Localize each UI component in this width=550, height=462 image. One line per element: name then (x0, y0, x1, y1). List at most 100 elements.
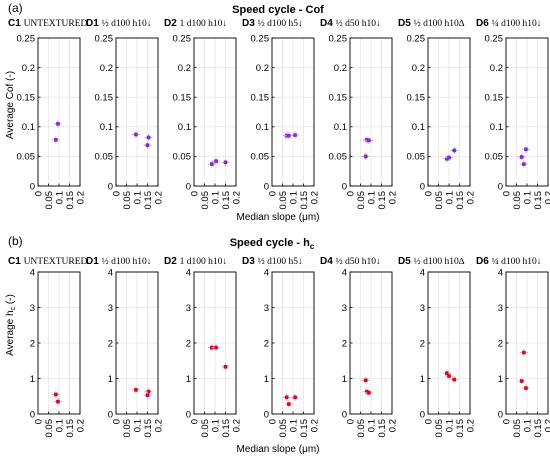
data-point (363, 154, 368, 159)
x-tick-label: 0.1 (210, 419, 221, 432)
x-tick-label: 0.05 (278, 419, 289, 438)
y-tick-label: 0 (342, 181, 347, 192)
x-tick-label: 0.05 (200, 191, 211, 210)
y-tick-label: 0 (498, 409, 503, 420)
y-tick-label: 0.25 (173, 33, 192, 44)
subplot-title: C1 UNTEXTURED (8, 18, 88, 29)
panel-a-subplot-d4: 00.050.10.150.20.250 0.05 0.1 0.15 0.2D4 ½ d… (320, 18, 398, 210)
y-tick-label: 0.25 (407, 33, 426, 44)
data-point (214, 345, 218, 350)
x-tick-label: 0.05 (44, 419, 55, 438)
y-tick-label: 0.1 (490, 122, 503, 133)
y-tick-label: 1 (30, 374, 35, 385)
x-tick-label: 0.15 (533, 191, 544, 210)
x-tick-label: 0.05 (512, 191, 523, 210)
x-tick-label: 0.15 (377, 191, 388, 210)
data-point (365, 389, 369, 394)
y-tick-label: 0.2 (256, 63, 269, 74)
y-tick-label: 0 (264, 181, 269, 192)
data-point (145, 143, 150, 147)
y-tick-label: 0 (108, 409, 113, 420)
subplot-title: D5 ½ d100 h10∆ (398, 18, 465, 29)
y-tick-label: 2 (498, 338, 503, 349)
y-tick-label: 0.15 (173, 93, 192, 104)
y-tick-label: 0.15 (485, 93, 504, 104)
subplot-code: C1 (8, 256, 24, 267)
subplot-code: D6 (476, 256, 492, 267)
data-point (522, 350, 526, 355)
x-tick-label: 0.1 (444, 419, 455, 432)
data-point (365, 138, 369, 142)
subplot-label: 1 d100 h10↓ (180, 19, 228, 29)
x-tick-label: 0.1 (132, 419, 143, 432)
y-tick-label: 2 (264, 338, 269, 349)
subplots-layer: 00.050.10.150.20.250 0.05 0.1 0.15 0.2C1 UNT… (8, 18, 550, 438)
data-point (367, 390, 371, 395)
y-tick-label: 1 (186, 374, 191, 385)
data-point (447, 155, 451, 160)
y-tick-label: 4 (108, 267, 113, 278)
data-point (367, 138, 371, 143)
y-tick-label: 0.05 (17, 152, 36, 163)
y-tick-label: 3 (420, 303, 425, 314)
subplot-code: D4 (320, 256, 336, 267)
y-tick-label: 2 (108, 338, 113, 349)
subplot-code: D2 (164, 256, 180, 267)
y-tick-label: 0.25 (95, 33, 114, 44)
x-tick-label: 0.05 (356, 191, 367, 210)
data-point (452, 377, 457, 382)
x-tick-label: 0.1 (522, 191, 533, 204)
panel-b-ylabel-sub: c (10, 306, 17, 310)
data-point (287, 133, 291, 138)
x-tick-label: 0.15 (65, 191, 76, 210)
x-tick-label: 0.15 (221, 191, 232, 210)
x-tick-label: 0.05 (434, 419, 445, 438)
subplot-code: D5 (398, 18, 414, 29)
subplot-title: D2 1 d100 h10↓ (164, 18, 227, 29)
x-tick-label: 0.15 (143, 191, 154, 210)
data-point (447, 374, 451, 378)
panel-a-label: (a) (8, 1, 23, 15)
y-tick-label: 2 (342, 338, 347, 349)
data-point (146, 389, 151, 394)
y-tick-label: 0 (186, 181, 191, 192)
panel-a-title: Speed cycle - Cof (232, 4, 324, 16)
data-point (293, 133, 297, 137)
y-tick-label: 0.2 (412, 63, 425, 74)
y-tick-label: 0 (30, 409, 35, 420)
y-tick-label: 0.15 (17, 93, 36, 104)
x-tick-label: 0 (501, 191, 512, 196)
subplot-title: D6 ¼ d100 h10↓ (476, 18, 541, 29)
y-tick-label: 4 (30, 267, 35, 278)
x-tick-label: 0.05 (122, 191, 133, 210)
x-tick-label: 0.15 (65, 419, 76, 438)
x-tick-label: 0 (267, 419, 278, 424)
x-tick-label: 0.05 (356, 419, 367, 438)
subplot-title: D1 ½ d100 h10↓ (86, 256, 151, 267)
x-tick-label: 0 (189, 419, 200, 424)
subplot-label: 1 d100 h10↓ (180, 257, 228, 267)
x-tick-label: 0.05 (122, 419, 133, 438)
y-tick-label: 0 (420, 409, 425, 420)
subplot-label: ¼ d100 h10↓ (492, 257, 542, 267)
y-tick-label: 3 (264, 303, 269, 314)
y-tick-label: 0.25 (17, 33, 36, 44)
y-tick-label: 0 (342, 409, 347, 420)
x-tick-label: 0.15 (533, 419, 544, 438)
x-tick-label: 0.05 (512, 419, 523, 438)
data-point (522, 162, 526, 166)
y-tick-label: 0.2 (178, 63, 191, 74)
panel-a-subplot-d1: 00.050.10.150.20.250 0.05 0.1 0.15 0.2D1 ½ d… (86, 18, 164, 210)
data-point (134, 132, 138, 137)
y-tick-label: 3 (30, 303, 35, 314)
x-tick-label: 0 (501, 419, 512, 424)
data-point (210, 162, 214, 166)
y-tick-label: 0.15 (329, 93, 348, 104)
data-point (56, 122, 60, 126)
y-tick-label: 2 (420, 338, 425, 349)
x-tick-label: 0.2 (543, 191, 550, 204)
x-tick-label: 0.2 (465, 191, 476, 204)
x-tick-label: 0.2 (543, 419, 550, 432)
